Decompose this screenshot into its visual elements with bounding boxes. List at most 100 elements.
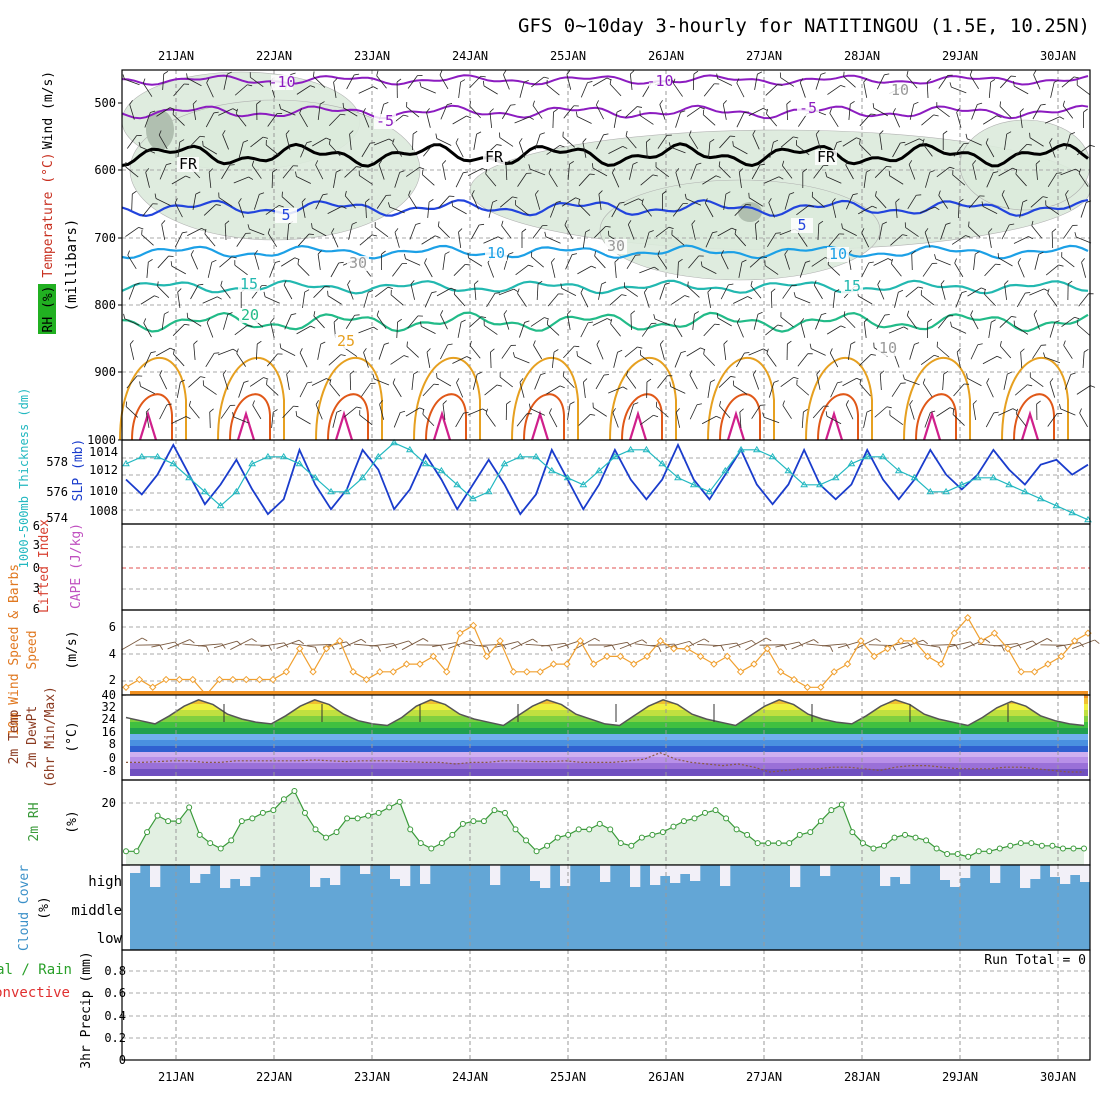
wind-barb-staff bbox=[631, 314, 632, 330]
precip-ytick: 0.2 bbox=[104, 1031, 126, 1045]
sfc-barb-flag bbox=[142, 637, 147, 643]
cloud-gap bbox=[1060, 865, 1070, 884]
day-label-bottom: 21JAN bbox=[158, 1070, 194, 1084]
cloud-gap bbox=[240, 865, 250, 886]
sfc-barb-staff bbox=[402, 638, 423, 649]
rh-marker bbox=[745, 832, 750, 837]
rh-marker bbox=[734, 827, 739, 832]
wind-speed-marker bbox=[845, 661, 851, 667]
slp-right-tick: 1012 bbox=[89, 463, 118, 477]
rh-marker bbox=[966, 854, 971, 859]
rh-marker bbox=[945, 852, 950, 857]
sfc-barb-flag bbox=[549, 646, 552, 651]
cloud-gap bbox=[150, 865, 160, 887]
rh-marker bbox=[281, 797, 286, 802]
ylabel-wind: Wind (m/s) bbox=[41, 71, 56, 149]
rh-marker bbox=[513, 827, 518, 832]
rh-marker bbox=[397, 799, 402, 804]
slp-right-tick: 1008 bbox=[89, 504, 118, 518]
wind-speed-marker bbox=[591, 661, 597, 667]
wind-barb-staff bbox=[553, 112, 554, 128]
sfc-barb-flag bbox=[269, 645, 272, 650]
temp-ytick: 8 bbox=[109, 737, 116, 751]
rh-marker bbox=[545, 843, 550, 848]
wind-speed-marker bbox=[417, 661, 423, 667]
sfc-barb-staff bbox=[307, 645, 331, 646]
cloud-gap bbox=[310, 865, 320, 887]
upper-ytick: 800 bbox=[94, 298, 116, 312]
wind-barb-staff bbox=[693, 74, 694, 90]
rh-marker bbox=[787, 841, 792, 846]
run-total: Run Total = 0 bbox=[984, 953, 1086, 968]
rh-marker bbox=[703, 810, 708, 815]
wind-speed-marker bbox=[604, 653, 610, 659]
day-label-top: 22JAN bbox=[256, 49, 292, 63]
sfc-barb-flag bbox=[252, 637, 257, 643]
upper-ytick: 600 bbox=[94, 163, 116, 177]
rh-marker bbox=[124, 849, 129, 854]
rh-marker bbox=[692, 816, 697, 821]
sfc-barb-staff bbox=[432, 643, 456, 647]
cloud-gap bbox=[960, 865, 970, 878]
cloud-gap bbox=[130, 865, 140, 873]
rh-marker bbox=[1018, 841, 1023, 846]
rh-marker bbox=[502, 810, 507, 815]
wind-speed-marker bbox=[257, 677, 263, 683]
sfc-barb-flag bbox=[471, 639, 476, 645]
wind-ytick: 4 bbox=[109, 647, 116, 661]
rh-marker bbox=[608, 827, 613, 832]
rh-marker bbox=[755, 841, 760, 846]
sfc-barb-flag bbox=[361, 638, 366, 644]
contour-label: 15 bbox=[843, 277, 861, 295]
sfc-barb-flag bbox=[876, 637, 881, 643]
ylabel-cape: CAPE (J/kg) bbox=[69, 523, 84, 609]
contour-label: 5 bbox=[797, 216, 806, 234]
sfc-barb-staff bbox=[869, 645, 893, 646]
sfc-wind-barb bbox=[604, 642, 631, 652]
contour-label: -5 bbox=[376, 112, 394, 130]
rh-marker bbox=[229, 838, 234, 843]
rh-marker bbox=[166, 819, 171, 824]
sfc-barb-staff bbox=[198, 644, 222, 646]
rh-marker bbox=[829, 808, 834, 813]
sfc-barb-flag bbox=[486, 647, 490, 652]
contour-label: 10 bbox=[891, 81, 909, 99]
day-label-top: 23JAN bbox=[354, 49, 390, 63]
rh-marker bbox=[218, 846, 223, 851]
wind-speed-marker bbox=[470, 622, 476, 628]
sfc-wind-barb bbox=[198, 644, 225, 651]
ylabel-2m-dewpt: 2m DewPt bbox=[25, 706, 40, 769]
wind-speed-marker bbox=[978, 638, 984, 644]
wind-speed-marker bbox=[711, 661, 717, 667]
wind-barb-staff bbox=[350, 374, 351, 390]
rh-marker bbox=[1008, 843, 1013, 848]
wind-barb-flag bbox=[1090, 143, 1095, 148]
sfc-wind-barb bbox=[822, 644, 849, 651]
cloud-gap bbox=[250, 865, 260, 877]
contour-label: -10 bbox=[646, 72, 673, 90]
cloud-gap bbox=[820, 865, 830, 876]
sfc-barb-flag bbox=[1018, 643, 1022, 648]
wind-speed-marker bbox=[243, 677, 249, 683]
rh-marker bbox=[850, 830, 855, 835]
slp-line bbox=[126, 445, 1088, 514]
day-label-bottom: 24JAN bbox=[452, 1070, 488, 1084]
rh-marker bbox=[439, 841, 444, 846]
day-label-bottom: 29JAN bbox=[942, 1070, 978, 1084]
sfc-barb-staff bbox=[650, 644, 674, 646]
sfc-barb-flag bbox=[893, 645, 896, 650]
wind-speed-marker bbox=[270, 677, 276, 683]
ylabel-speed: Speed bbox=[25, 630, 40, 669]
ylabel-cloud-cover: Cloud Cover bbox=[17, 865, 32, 951]
rh-marker bbox=[481, 819, 486, 824]
rh-marker bbox=[860, 841, 865, 846]
wind-ytick: 6 bbox=[109, 620, 116, 634]
wind-speed-marker bbox=[404, 661, 410, 667]
rh-marker bbox=[239, 819, 244, 824]
rh-marker bbox=[534, 849, 539, 854]
rh-marker bbox=[366, 813, 371, 818]
cloud-gap bbox=[200, 865, 210, 874]
rh-marker bbox=[418, 841, 423, 846]
rh-marker bbox=[618, 841, 623, 846]
day-label-top: 26JAN bbox=[648, 49, 684, 63]
